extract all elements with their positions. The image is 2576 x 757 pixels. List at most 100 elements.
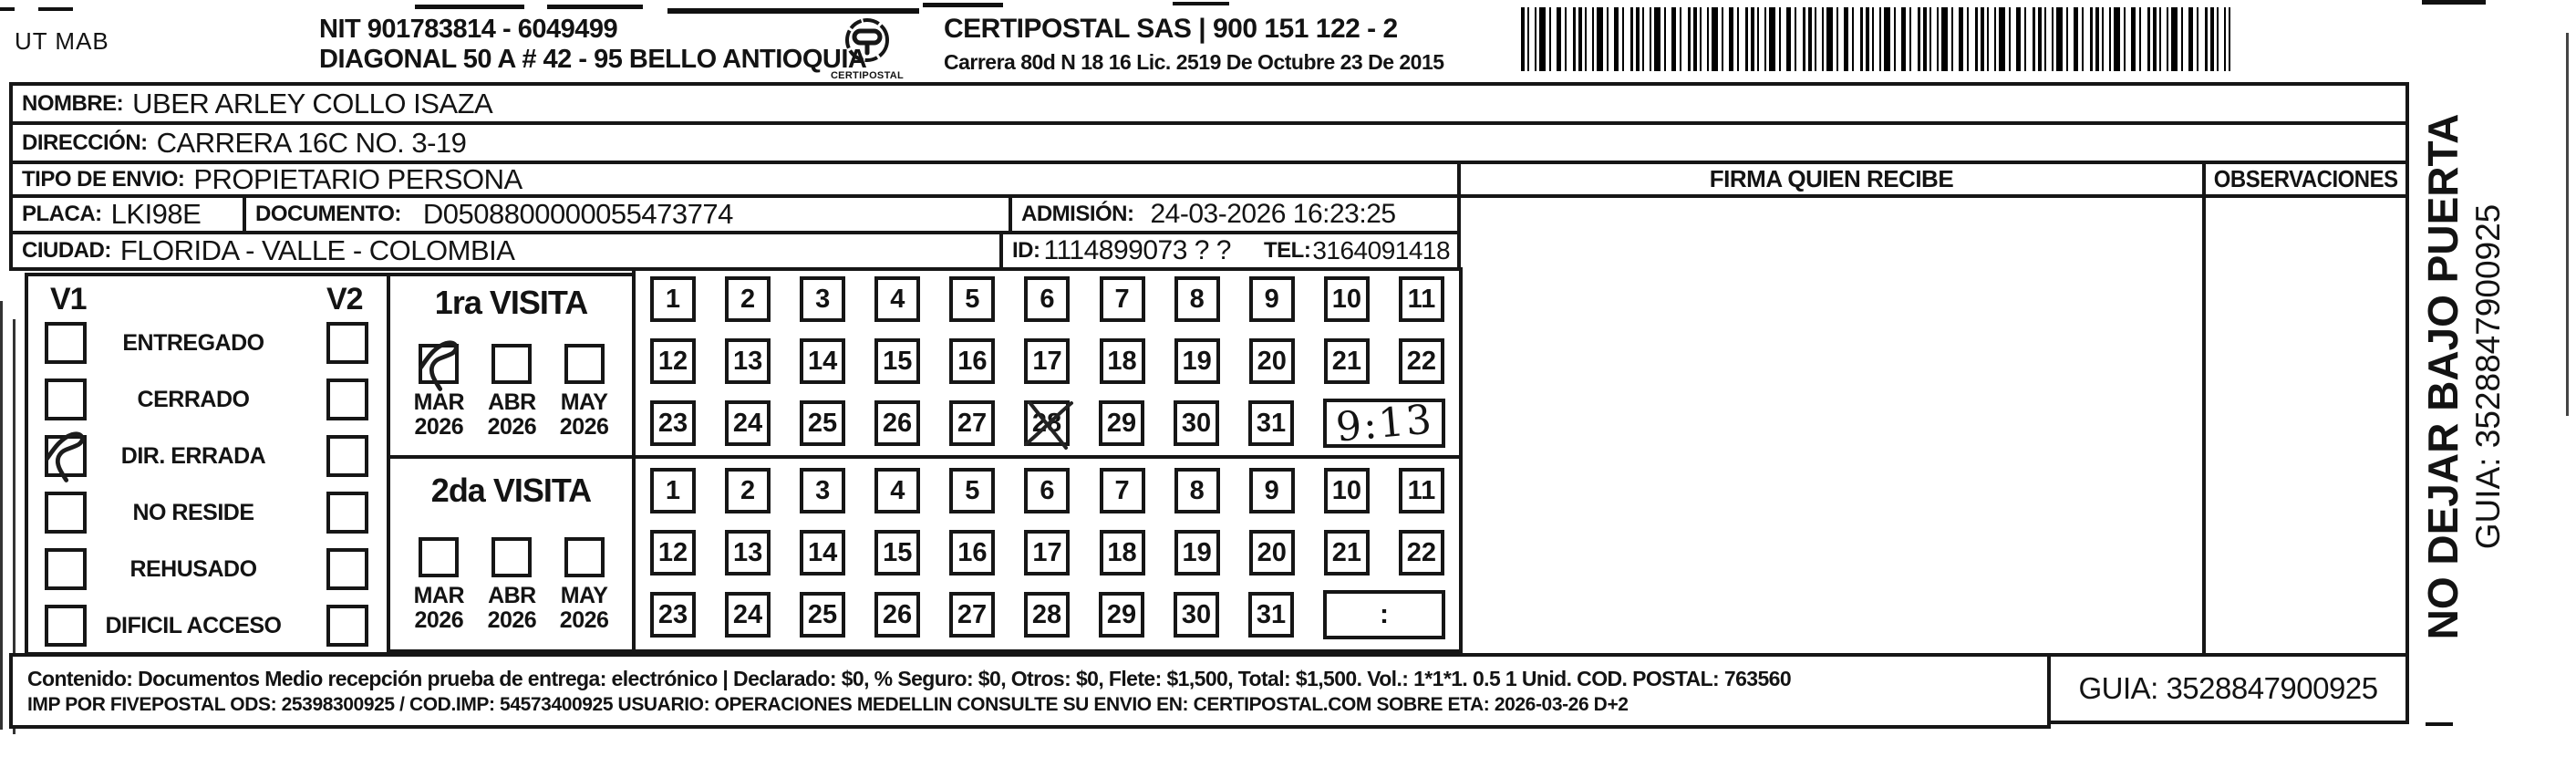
- day-cell-26[interactable]: 26: [874, 592, 920, 638]
- day-cell-21[interactable]: 21: [1323, 530, 1370, 576]
- tel-label: TEL:: [1264, 238, 1311, 263]
- month-checkbox-may[interactable]: [564, 537, 605, 577]
- day-cell-14[interactable]: 14: [800, 338, 846, 384]
- day-cell-20[interactable]: 20: [1248, 530, 1295, 576]
- day-cell-3[interactable]: 3: [800, 276, 846, 322]
- day-cell-22[interactable]: 22: [1398, 338, 1444, 384]
- day-cell-15[interactable]: 15: [874, 530, 921, 576]
- year-label: 2026: [559, 414, 609, 440]
- day-cell-25[interactable]: 25: [800, 592, 845, 638]
- day-cell-26[interactable]: 26: [874, 400, 920, 446]
- day-cell-1[interactable]: 1: [650, 468, 696, 513]
- day-cell-8[interactable]: 8: [1174, 468, 1220, 513]
- day-cell-28[interactable]: 28: [1024, 592, 1070, 638]
- visit-time-box[interactable]: 9:13: [1323, 396, 1445, 451]
- day-cell-4[interactable]: 4: [874, 468, 921, 513]
- day-cell-7[interactable]: 7: [1099, 276, 1145, 322]
- month-checkbox-abr[interactable]: [491, 344, 533, 384]
- day-cell-2[interactable]: 2: [725, 468, 771, 513]
- company-address-line: DIAGONAL 50 A # 42 - 95 BELLO ANTIOQUIA: [319, 45, 867, 74]
- day-cell-17[interactable]: 17: [1024, 338, 1071, 384]
- month-checkbox-may[interactable]: [564, 344, 605, 384]
- month-checkbox-mar[interactable]: [419, 340, 460, 391]
- ciudad-value[interactable]: FLORIDA - VALLE - COLOMBIA: [119, 234, 515, 266]
- day-cell-24[interactable]: 24: [725, 592, 771, 638]
- day-cell-11[interactable]: 11: [1398, 468, 1444, 513]
- day-cell-10[interactable]: 10: [1323, 468, 1370, 513]
- v2-checkbox-dificil-acceso[interactable]: [326, 605, 368, 647]
- day-cell-6[interactable]: 6: [1024, 276, 1071, 322]
- day-cell-19[interactable]: 19: [1174, 530, 1220, 576]
- month-column-abr: ABR 2026: [488, 537, 537, 632]
- day-cell-6[interactable]: 6: [1024, 468, 1071, 513]
- v1-checkbox-no-reside[interactable]: [45, 492, 87, 534]
- month-checkbox-abr[interactable]: [491, 537, 533, 577]
- v1-checkbox-dificil-acceso[interactable]: [45, 605, 87, 647]
- direccion-value[interactable]: CARRERA 16C NO. 3-19: [156, 126, 467, 159]
- day-cell-13[interactable]: 13: [725, 338, 771, 384]
- day-cell-20[interactable]: 20: [1248, 338, 1295, 384]
- day-cell-29[interactable]: 29: [1099, 400, 1144, 446]
- v2-checkbox-entregado[interactable]: [326, 322, 368, 364]
- v1-checkbox-rehusado[interactable]: [45, 548, 87, 590]
- day-cell-14[interactable]: 14: [800, 530, 846, 576]
- admision-value[interactable]: 24-03-2026 16:23:25: [1150, 199, 1397, 229]
- day-cell-29[interactable]: 29: [1099, 592, 1144, 638]
- day-cell-25[interactable]: 25: [800, 400, 845, 446]
- day-cell-31[interactable]: 31: [1248, 592, 1294, 638]
- day-cell-8[interactable]: 8: [1174, 276, 1220, 322]
- firma-signature-area[interactable]: [1457, 194, 2206, 657]
- day-cell-18[interactable]: 18: [1099, 338, 1145, 384]
- day-cell-23[interactable]: 23: [650, 592, 696, 638]
- day-cell-16[interactable]: 16: [949, 338, 996, 384]
- nombre-value[interactable]: UBER ARLEY COLLO ISAZA: [132, 87, 493, 119]
- day-cell-28[interactable]: 28: [1024, 400, 1073, 450]
- observaciones-area[interactable]: [2202, 194, 2409, 657]
- id-value[interactable]: 1114899073 ? ?: [1043, 235, 1232, 265]
- side-guia-line: GUIA: 3528847900925: [2469, 203, 2507, 550]
- day-cell-30[interactable]: 30: [1174, 592, 1219, 638]
- year-label: 2026: [487, 414, 537, 440]
- day-cell-27[interactable]: 27: [949, 400, 995, 446]
- day-cell-31[interactable]: 31: [1248, 400, 1294, 446]
- day-cell-17[interactable]: 17: [1024, 530, 1071, 576]
- day-cell-4[interactable]: 4: [874, 276, 921, 322]
- day-cell-9[interactable]: 9: [1248, 468, 1295, 513]
- day-cell-3[interactable]: 3: [800, 468, 846, 513]
- day-cell-5[interactable]: 5: [949, 276, 996, 322]
- tipo-envio-value[interactable]: PROPIETARIO PERSONA: [193, 162, 522, 195]
- day-cell-18[interactable]: 18: [1099, 530, 1145, 576]
- day-cell-21[interactable]: 21: [1323, 338, 1370, 384]
- day-cell-27[interactable]: 27: [949, 592, 995, 638]
- v2-checkbox-rehusado[interactable]: [326, 548, 368, 590]
- visit-time-box[interactable]: :: [1323, 590, 1445, 639]
- day-cell-9[interactable]: 9: [1248, 276, 1295, 322]
- documento-value[interactable]: D0508800000055473774: [422, 198, 733, 230]
- day-cell-16[interactable]: 16: [949, 530, 996, 576]
- day-cell-13[interactable]: 13: [725, 530, 771, 576]
- scan-artifact: [13, 319, 16, 734]
- v1-checkbox-entregado[interactable]: [45, 322, 87, 364]
- v1-checkbox-cerrado[interactable]: [45, 378, 87, 420]
- day-cell-22[interactable]: 22: [1398, 530, 1444, 576]
- v2-checkbox-no-reside[interactable]: [326, 492, 368, 534]
- tel-value[interactable]: 3164091418: [1312, 236, 1451, 264]
- v2-checkbox-cerrado[interactable]: [326, 378, 368, 420]
- day-cell-15[interactable]: 15: [874, 338, 921, 384]
- day-cell-7[interactable]: 7: [1099, 468, 1145, 513]
- day-cell-10[interactable]: 10: [1323, 276, 1370, 322]
- month-checkbox-mar[interactable]: [419, 537, 460, 577]
- day-cell-1[interactable]: 1: [650, 276, 696, 322]
- day-cell-30[interactable]: 30: [1174, 400, 1219, 446]
- placa-value[interactable]: LKI98E: [110, 198, 202, 230]
- day-cell-19[interactable]: 19: [1174, 338, 1220, 384]
- day-cell-11[interactable]: 11: [1398, 276, 1444, 322]
- day-cell-23[interactable]: 23: [650, 400, 696, 446]
- day-cell-5[interactable]: 5: [949, 468, 996, 513]
- v2-checkbox-dir-errada[interactable]: [326, 435, 368, 477]
- day-cell-2[interactable]: 2: [725, 276, 771, 322]
- day-cell-12[interactable]: 12: [650, 338, 696, 384]
- day-cell-12[interactable]: 12: [650, 530, 696, 576]
- v1-checkbox-dir-errada[interactable]: [44, 431, 87, 482]
- day-cell-24[interactable]: 24: [725, 400, 771, 446]
